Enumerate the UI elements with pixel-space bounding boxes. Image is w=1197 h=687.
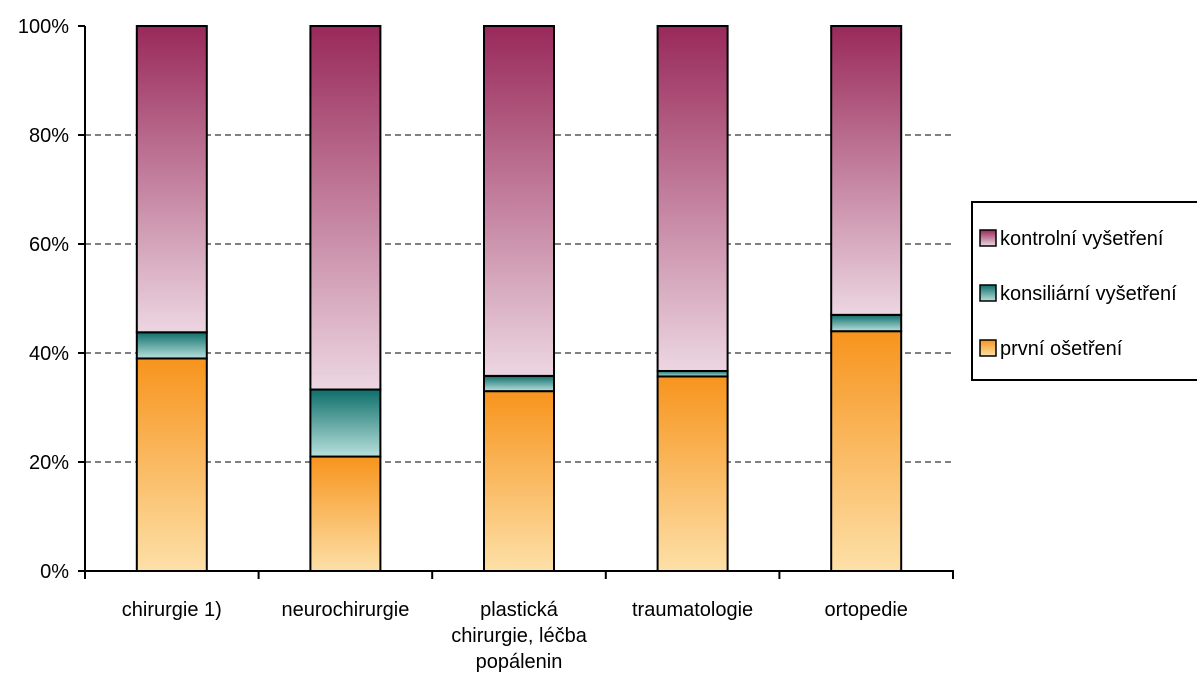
legend-box bbox=[971, 201, 1197, 381]
y-tick-label: 80% bbox=[29, 125, 69, 147]
x-category-label: chirurgie 1) bbox=[122, 599, 222, 621]
legend-label-kontrolni-vysetreni: kontrolní vyšetření bbox=[1000, 228, 1164, 250]
y-tick-label: 60% bbox=[29, 234, 69, 256]
x-category-label-line: plastická bbox=[480, 599, 559, 621]
y-tick-label: 100% bbox=[18, 16, 69, 38]
bars bbox=[135, 25, 903, 573]
x-category-label-line: ortopedie bbox=[824, 599, 907, 621]
axes: 0% 20% 40% 60% 80% 100% chirurgie 1) neurochiru… bbox=[18, 16, 954, 673]
legend-label-prvni-osetreni: první ošetření bbox=[1000, 338, 1123, 360]
bar-prvni-osetreni-chirurgie-1 bbox=[135, 357, 208, 573]
x-category-label: traumatologie bbox=[632, 599, 753, 621]
x-category-label-line: chirurgie, léčba bbox=[451, 625, 588, 647]
bar-prvni-osetreni-ortopedie bbox=[830, 330, 903, 573]
x-category-label: ortopedie bbox=[824, 599, 907, 621]
legend-swatch-prvni-osetreni bbox=[979, 339, 997, 357]
x-category-label: plastická chirurgie, léčba popálenin bbox=[451, 599, 588, 673]
legend-swatch-kontrolni-vysetreni bbox=[979, 229, 997, 247]
legend-swatch-konsiliarni-vysetreni bbox=[979, 284, 997, 302]
bar-konsiliarni-vysetreni-chirurgie-1 bbox=[135, 331, 208, 360]
bar-kontrolni-vysetreni-traumatologie bbox=[656, 25, 729, 372]
x-category-label: neurochirurgie bbox=[281, 599, 409, 621]
x-category-label-line: chirurgie 1) bbox=[122, 599, 222, 621]
x-category-label-line: popálenin bbox=[476, 651, 563, 673]
y-tick-label: 0% bbox=[40, 561, 69, 583]
bar-prvni-osetreni-traumatologie bbox=[656, 375, 729, 572]
legend: kontrolní vyšetření konsiliární vyšetření… bbox=[971, 201, 1197, 381]
bar-prvni-osetreni-plasticka-chirurgie-lecba-popalenin bbox=[483, 390, 555, 572]
bar-konsiliarni-vysetreni-plasticka-chirurgie-lecba-popalenin bbox=[483, 374, 555, 393]
bar-kontrolni-vysetreni-chirurgie-1 bbox=[135, 25, 208, 334]
x-category-label-line: neurochirurgie bbox=[281, 599, 409, 621]
bar-prvni-osetreni-neurochirurgie bbox=[309, 455, 382, 572]
y-tick-label: 20% bbox=[29, 452, 69, 474]
bar-kontrolni-vysetreni-neurochirurgie bbox=[309, 25, 382, 391]
y-tick-label: 40% bbox=[29, 343, 69, 365]
bar-konsiliarni-vysetreni-neurochirurgie bbox=[309, 388, 382, 458]
x-category-label-line: traumatologie bbox=[632, 599, 753, 621]
bar-kontrolni-vysetreni-plasticka-chirurgie-lecba-popalenin bbox=[483, 25, 555, 377]
legend-label-konsiliarni-vysetreni: konsiliární vyšetření bbox=[1000, 283, 1177, 305]
bar-kontrolni-vysetreni-ortopedie bbox=[830, 25, 903, 316]
bar-konsiliarni-vysetreni-ortopedie bbox=[830, 313, 903, 333]
